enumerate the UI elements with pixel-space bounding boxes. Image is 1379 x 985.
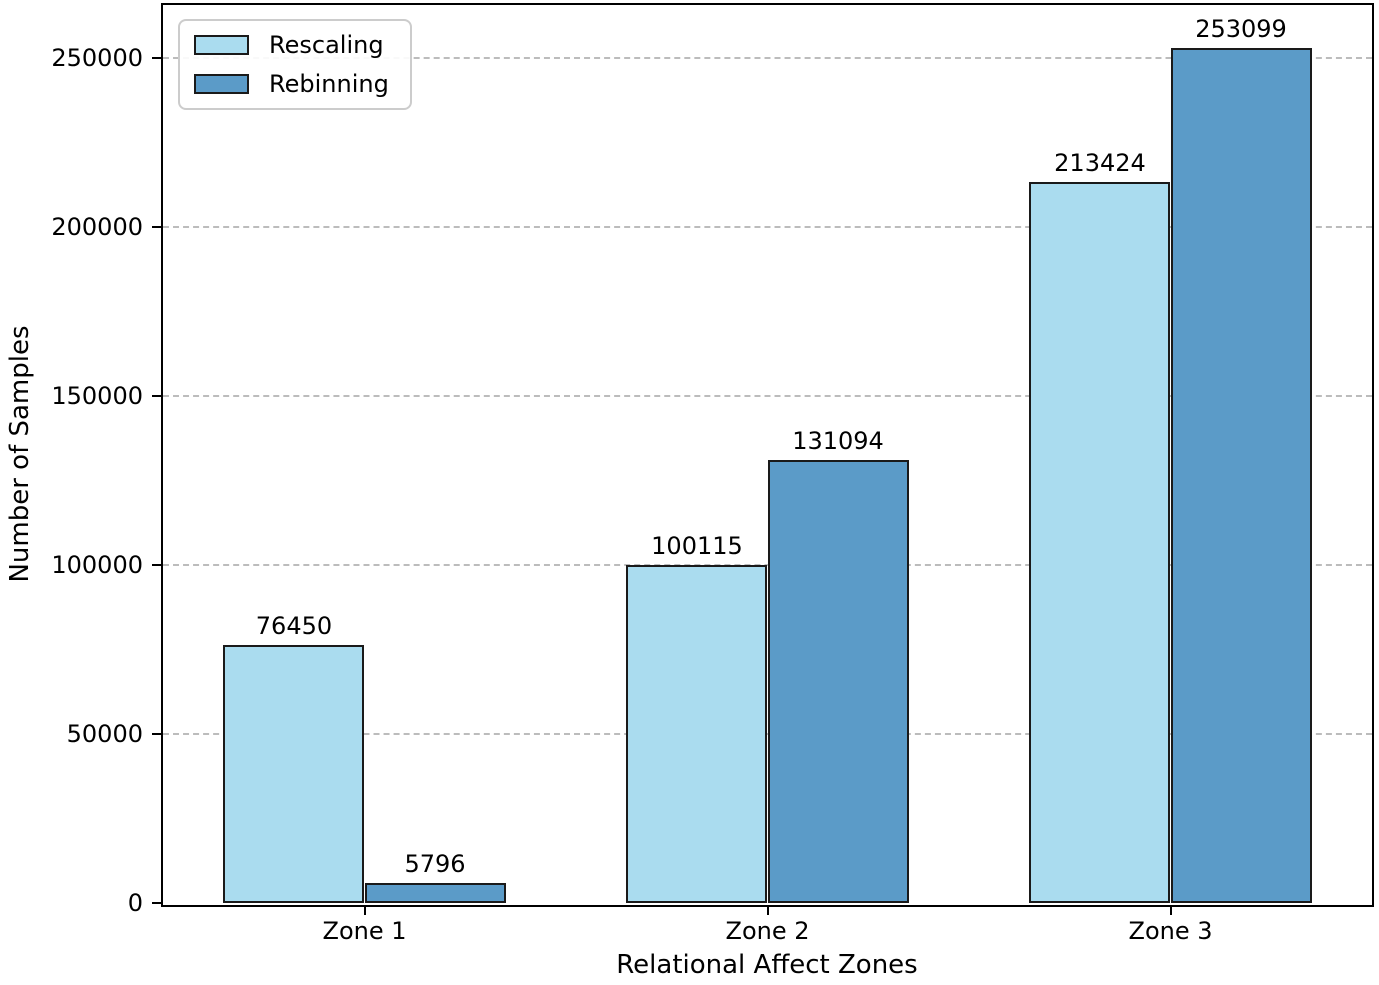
y-tick-label: 250000: [51, 44, 143, 73]
x-tick-label: Zone 3: [1128, 917, 1213, 945]
y-axis-title: Number of Samples: [5, 325, 35, 583]
x-axis-title: Relational Affect Zones: [616, 950, 918, 980]
legend-label: Rebinning: [269, 70, 389, 98]
legend-swatch-rebinning-icon: [194, 74, 249, 94]
bar: [364, 883, 506, 903]
x-tick-label: Zone 2: [725, 917, 810, 945]
gridline: [163, 57, 1372, 60]
legend-item: Rescaling: [194, 32, 396, 58]
x-tick-mark: [1169, 905, 1172, 915]
legend-item: Rebinning: [194, 71, 396, 97]
x-tick-mark: [363, 905, 366, 915]
legend-swatch-rescaling-icon: [194, 35, 249, 55]
y-tick-label: 200000: [51, 213, 143, 242]
bar-value-label: 131094: [792, 427, 884, 456]
y-tick-mark: [152, 564, 162, 567]
y-tick-label: 50000: [66, 720, 143, 749]
y-tick-mark: [152, 902, 162, 904]
bar-value-label: 100115: [651, 531, 743, 560]
bar-value-label: 213424: [1054, 148, 1146, 177]
x-tick-mark: [766, 905, 769, 915]
y-tick-label: 150000: [51, 382, 143, 411]
bar-value-label: 5796: [404, 850, 466, 879]
y-tick-mark: [152, 395, 162, 398]
bar-value-label: 76450: [255, 611, 333, 640]
bar: [767, 460, 909, 903]
gridline: [163, 395, 1372, 398]
bar: [223, 644, 365, 903]
gridline: [163, 226, 1372, 229]
y-tick-mark: [152, 57, 162, 60]
y-tick-mark: [152, 226, 162, 229]
bar: [1029, 181, 1171, 903]
bar-value-label: 253099: [1195, 14, 1287, 43]
legend-label: Rescaling: [269, 31, 384, 59]
legend: Rescaling Rebinning: [178, 19, 412, 110]
bar: [626, 564, 768, 903]
y-tick-mark: [152, 733, 162, 736]
bar: [1170, 47, 1312, 903]
x-tick-label: Zone 1: [322, 917, 407, 945]
y-tick-label: 100000: [51, 551, 143, 580]
y-tick-label: 0: [127, 889, 143, 917]
